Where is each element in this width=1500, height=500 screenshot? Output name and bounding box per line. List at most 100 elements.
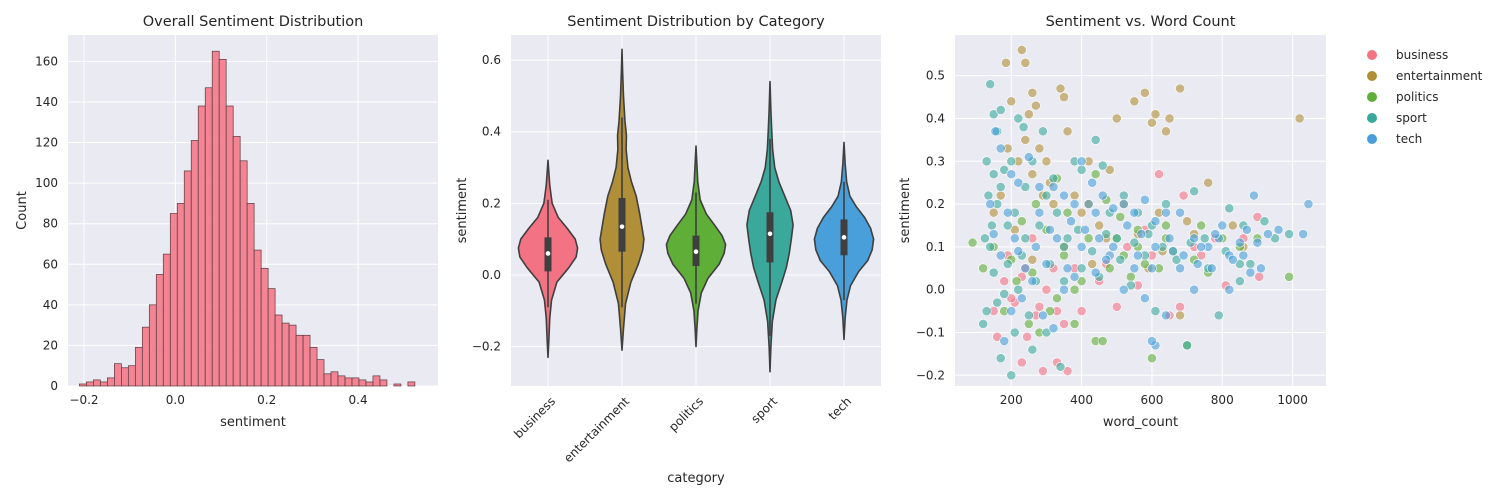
scatter-point-politics	[1030, 199, 1041, 209]
scatter-point-tech	[1150, 216, 1161, 227]
scatter-point-business	[1076, 306, 1087, 316]
scatter-point-tech	[1192, 259, 1203, 269]
scatter-point-tech	[1027, 276, 1038, 287]
histogram-bar	[281, 322, 290, 387]
scatter-point-business	[992, 331, 1003, 342]
scatter-point-entertainment	[1034, 143, 1045, 154]
y-tick-label: −0.2	[916, 368, 945, 382]
histogram-bar	[344, 377, 353, 387]
y-tick-label: −0.2	[472, 340, 501, 354]
scatter-point-tech	[1164, 233, 1175, 244]
scatter-point-entertainment	[1129, 96, 1140, 107]
scatter-point-tech	[1168, 246, 1178, 257]
x-tick-label: 200	[1000, 393, 1023, 407]
histogram-bar	[309, 347, 318, 387]
scatter-point-entertainment	[1006, 96, 1017, 107]
y-tick-label: 0.2	[482, 196, 501, 210]
scatter-point-sport	[1023, 310, 1034, 321]
scatter-point-politics	[978, 263, 989, 274]
scatter-point-tech	[1020, 263, 1031, 274]
scatter-point-tech	[1069, 199, 1080, 209]
y-tick-label: 120	[35, 136, 58, 150]
histogram-bar	[127, 365, 136, 387]
scatter-point-business	[1254, 271, 1265, 282]
y-tick-label: 160	[35, 54, 58, 68]
scatter-point-politics	[1147, 353, 1157, 364]
scatter-point-sport	[1101, 229, 1112, 239]
histogram-bar	[372, 375, 381, 387]
scatter-point-entertainment	[1182, 216, 1192, 227]
scatter-point-tech	[1132, 250, 1143, 261]
histogram-bar	[365, 381, 374, 387]
scatter-point-tech	[1030, 241, 1041, 252]
histogram-bar	[204, 87, 213, 387]
scatter-point-sport	[1259, 216, 1270, 227]
histogram-bar	[253, 249, 262, 387]
chart-title: Overall Sentiment Distribution	[143, 14, 364, 30]
scatter-point-sport	[995, 105, 1006, 115]
histogram-bar	[107, 377, 115, 387]
scatter-point-sport	[1027, 344, 1038, 355]
scatter-point-politics	[1125, 271, 1136, 282]
scatter-point-tech	[1118, 284, 1129, 295]
scatter-point-sport	[988, 267, 999, 278]
scatter-point-tech	[1090, 267, 1101, 278]
scatter-point-tech	[990, 126, 1001, 137]
scatter-point-sport	[1041, 327, 1052, 338]
scatter-point-entertainment	[1150, 109, 1161, 120]
scatter-point-politics	[1076, 276, 1087, 287]
scatter-point-business	[1111, 301, 1122, 312]
scatter-point-entertainment	[1041, 156, 1052, 167]
scatter-point-tech	[1076, 156, 1087, 167]
x-tick-label: tech	[826, 394, 854, 422]
scatter-point-sport	[992, 297, 1003, 308]
scatter-point-sport	[985, 241, 996, 252]
scatter-point-sport	[1076, 164, 1087, 175]
scatter-point-politics	[967, 237, 978, 248]
scatter-point-entertainment	[1175, 310, 1185, 321]
scatter-point-entertainment	[1094, 220, 1105, 231]
scatter-point-sport	[1020, 233, 1031, 244]
scatter-point-sport	[1034, 220, 1045, 231]
x-tick-label: 400	[1070, 393, 1093, 407]
y-tick-label: 100	[35, 176, 58, 190]
scatter-point-entertainment	[1147, 117, 1157, 128]
scatter-point-tech	[1052, 233, 1062, 244]
y-tick-label: 0.6	[482, 53, 501, 67]
scatter-point-tech	[1175, 263, 1185, 274]
histogram-bar	[393, 383, 402, 387]
scatter-point-tech	[1175, 207, 1185, 218]
scatter-point-sport	[1076, 263, 1087, 274]
violin-median	[841, 235, 847, 240]
scatter-point-tech	[1009, 233, 1020, 244]
y-tick-label: 0.1	[926, 240, 945, 254]
scatter-point-tech	[1206, 263, 1217, 274]
scatter-point-tech	[1087, 177, 1098, 188]
scatter-point-business	[1154, 169, 1164, 180]
scatter-point-sport	[1052, 207, 1062, 218]
scatter-point-politics	[1083, 233, 1094, 244]
scatter-point-sport	[1171, 254, 1182, 265]
histogram-bar	[141, 326, 150, 387]
scatter-point-tech	[1090, 207, 1101, 218]
chart-title: Sentiment Distribution by Category	[567, 14, 825, 30]
scatter-point-tech	[1252, 237, 1263, 248]
y-tick-label: 0.3	[926, 154, 945, 168]
scatter-point-sport	[985, 79, 996, 90]
scatter-point-entertainment	[1027, 169, 1038, 180]
histogram-bar	[93, 379, 101, 387]
scatter-point-entertainment	[1087, 259, 1098, 269]
scatter-point-tech	[1045, 224, 1055, 235]
scatter-point-business	[1034, 301, 1045, 312]
scatter-point-sport	[1048, 173, 1059, 184]
y-tick-label: 80	[43, 217, 58, 231]
scatter-point-sport	[987, 220, 997, 231]
scatter-point-sport	[1213, 310, 1224, 321]
scatter-point-tech	[1002, 207, 1013, 218]
x-tick-label: −0.2	[69, 393, 98, 407]
scatter-point-tech	[1136, 229, 1147, 239]
scatter-point-politics	[1069, 284, 1080, 295]
scatter-point-sport	[1118, 190, 1129, 201]
chart-title: Sentiment vs. Word Count	[1046, 14, 1236, 30]
scatter-point-entertainment	[1027, 254, 1038, 265]
